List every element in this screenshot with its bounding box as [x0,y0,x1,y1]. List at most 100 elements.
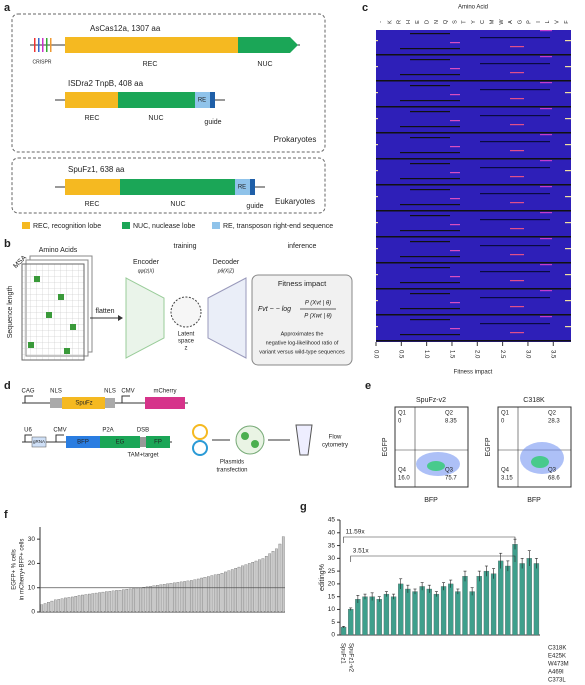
msa-cell [28,342,34,348]
bar [207,576,210,613]
bfp-box [66,436,100,448]
residue-label: K [387,20,393,24]
label: BFP [424,497,438,504]
egfp-box [100,436,140,448]
spacer [34,38,36,52]
label: Latent [178,332,195,338]
label: CRISPR [33,59,52,65]
label: RE [198,98,206,104]
msa-cell [34,276,40,282]
bar [94,592,98,613]
bar [122,589,125,613]
bar [275,548,278,613]
comparison-bracket [343,536,516,543]
bar [433,593,440,636]
x-tick-label: 0.5 [398,350,404,359]
bar [196,578,200,613]
annotation: 11.59x [346,529,366,536]
bar [159,584,163,613]
label: REC [85,201,100,208]
label: negative log-likelihood ratio of [266,340,339,346]
label: Fitness impact [454,370,493,376]
bar [183,581,186,613]
y-tick-label: 35 [328,542,336,549]
bar [281,536,285,613]
y-tick-label: 20 [28,560,36,567]
bar [81,594,84,613]
protein-title: AsCas12a, 1307 aa [90,24,161,33]
label: NUC [170,201,185,208]
bar [135,587,139,613]
y-axis-label: editing% [319,564,326,591]
y-tick-label: 10 [328,606,336,613]
label: variant versus wild-type sequences [259,349,345,355]
bar [258,559,261,613]
label: 3.15 [501,476,513,482]
flow-plot [497,406,572,488]
bar [224,571,227,613]
decoder-net [207,277,247,359]
bar [128,588,132,613]
x-tick-label: 0.0 [372,350,378,359]
bar [220,572,224,613]
bar [419,586,425,636]
label: 75.7 [445,476,457,482]
label: guide [246,203,263,210]
bar [519,563,525,636]
label: Amino Acid [458,5,488,11]
label: Q3 [445,468,454,474]
rec-domain [65,92,118,108]
spacer [46,38,48,52]
bar [369,596,375,636]
y-tick-label: 40 [328,529,336,536]
re-domain [195,92,210,108]
bar [179,581,183,613]
label: Sequence length [7,286,14,339]
label: cytometry [322,443,348,449]
residue-label: D [425,20,431,24]
row-label: C318K [548,646,566,652]
eukaryote-box [11,157,326,214]
label: U6 [24,428,32,434]
encoder-net [125,277,165,359]
label: Q2 [548,411,557,417]
label: DSB [137,428,149,434]
panel-label: f [4,509,8,521]
label: 0 [501,419,505,425]
label: FP [154,440,162,446]
bar [348,609,354,636]
flow-plot [394,406,469,488]
label: training [174,243,197,250]
bar [476,576,482,636]
bar [244,564,248,613]
bar [254,560,258,613]
label: NLS [50,389,62,395]
label: P2A [102,428,113,434]
residue-label: M [490,19,496,24]
bar [77,595,81,613]
label: 28.3 [548,419,560,425]
bar [132,588,135,613]
bar [362,596,368,636]
mcherry-box [145,397,185,409]
y-tick-label: 25 [328,568,336,575]
bar [190,580,193,613]
label: EGFP [485,437,492,456]
label: P (Xwt | θ) [304,314,332,320]
bar [125,589,129,613]
label: mCherry [153,389,176,395]
y-tick-label: 10 [28,584,36,591]
label: BFP [527,497,541,504]
label: flatten [95,308,114,315]
bar [152,585,156,613]
msa-stack [21,255,93,361]
bar [490,573,497,636]
latent-space [170,296,202,328]
bar [149,586,152,613]
label: EGFP [382,437,389,456]
label: REC [85,115,100,122]
bar [278,543,282,613]
bar [64,597,67,613]
bar [271,551,275,613]
bar [176,582,180,613]
